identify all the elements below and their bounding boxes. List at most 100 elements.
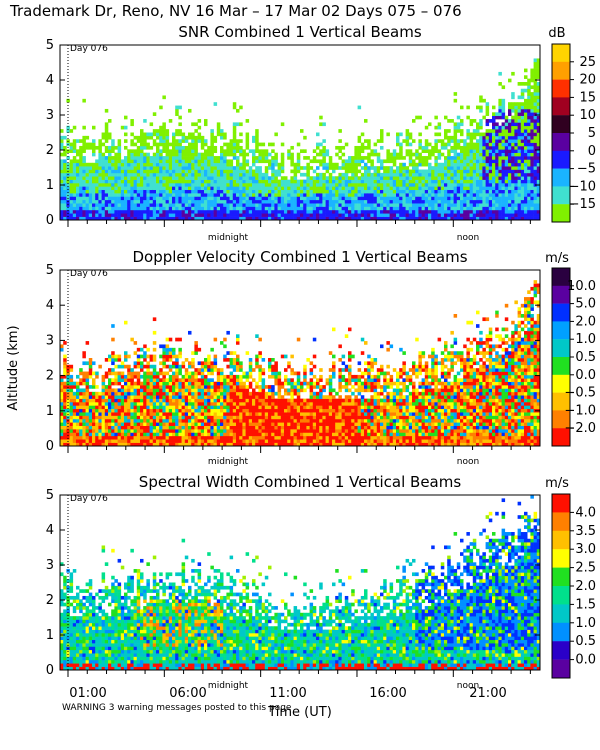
heat-cell [527, 82, 531, 86]
heat-cell [152, 182, 157, 187]
heat-cell [511, 95, 515, 100]
heat-cell [178, 442, 182, 447]
heat-cell [188, 149, 192, 153]
heat-cell [146, 196, 150, 201]
heat-cell [136, 429, 141, 433]
heat-cell [524, 182, 528, 187]
heat-cell [220, 159, 224, 164]
heat-cell [165, 385, 170, 389]
heat-cell [156, 374, 160, 379]
heat-cell [98, 139, 102, 143]
heat-cell [533, 149, 538, 153]
heat-cell [149, 132, 154, 137]
heat-cell [213, 172, 218, 177]
heat-cell [367, 193, 371, 197]
heat-cell [328, 162, 333, 167]
heat-cell [354, 169, 358, 174]
heat-cell [287, 209, 291, 214]
heat-cell [98, 429, 102, 433]
heat-cell [527, 149, 531, 153]
heat-cell [152, 206, 157, 211]
heat-cell [213, 189, 218, 194]
heat-cell [63, 402, 67, 406]
heat-cell [197, 213, 202, 217]
heat-cell [261, 156, 266, 160]
heat-cell [172, 371, 176, 376]
heat-cell [213, 364, 218, 369]
heat-cell [530, 166, 534, 170]
heat-cell [287, 203, 291, 207]
heat-cell [216, 418, 221, 423]
heat-cell [98, 145, 102, 150]
heat-cell [344, 182, 349, 187]
heat-cell [210, 166, 214, 170]
heat-cell [184, 422, 189, 426]
heat-cell [392, 176, 397, 180]
heat-cell [511, 206, 515, 211]
heat-cell [306, 199, 310, 204]
heat-cell [223, 213, 227, 217]
heat-cell [530, 85, 534, 90]
heat-cell [60, 385, 64, 389]
heat-cell [312, 216, 317, 221]
heat-cell [60, 139, 64, 143]
heat-cell [440, 179, 445, 184]
heat-cell [415, 199, 419, 204]
heat-cell [274, 216, 278, 221]
heat-cell [354, 166, 358, 170]
heat-cell [101, 378, 106, 382]
heat-cell [434, 156, 438, 160]
heat-cell [236, 193, 240, 197]
heat-cell [328, 176, 333, 180]
heat-cell [108, 415, 112, 420]
heat-cell [133, 182, 138, 187]
heat-cell [162, 125, 166, 130]
heat-cell [213, 391, 218, 396]
heat-cell [316, 203, 320, 207]
heat-cell [85, 432, 90, 437]
heat-cell [332, 193, 336, 197]
heat-cell [101, 412, 106, 416]
heat-cell [290, 152, 294, 157]
heat-cell [520, 122, 525, 127]
heat-cell [63, 439, 67, 443]
heat-cell [172, 429, 176, 433]
heat-cell [133, 209, 138, 214]
heat-cell [88, 203, 93, 207]
heat-cell [245, 135, 250, 140]
heat-cell [453, 172, 458, 177]
heat-cell [370, 209, 374, 214]
heat-cell [104, 193, 109, 197]
heat-cell [501, 149, 506, 153]
heat-cell [191, 209, 195, 214]
heat-cell [488, 176, 493, 180]
heat-cell [434, 172, 438, 177]
heat-cell [399, 179, 403, 184]
heat-cell [354, 189, 358, 194]
heat-cell [165, 149, 170, 153]
heat-cell [82, 391, 86, 396]
heat-cell [527, 112, 531, 116]
heat-cell [79, 395, 83, 399]
heat-cell [184, 179, 189, 184]
heat-cell [88, 361, 93, 366]
heat-cell [344, 169, 349, 174]
heat-cell [95, 196, 99, 201]
heat-cell [431, 172, 435, 177]
heat-cell [133, 418, 138, 423]
heat-cell [325, 169, 330, 174]
heat-cell [140, 162, 144, 167]
heat-cell [133, 374, 138, 379]
heat-cell [197, 439, 202, 443]
heat-cell [367, 156, 371, 160]
heat-cell [223, 378, 227, 382]
heat-cell [108, 408, 112, 413]
heat-cell [418, 179, 422, 184]
heat-cell [152, 432, 157, 437]
heat-cell [421, 149, 426, 153]
heat-cell [482, 142, 486, 147]
heat-cell [130, 156, 134, 160]
heat-cell [104, 442, 109, 447]
heat-cell [300, 166, 304, 170]
heat-cell [156, 418, 160, 423]
